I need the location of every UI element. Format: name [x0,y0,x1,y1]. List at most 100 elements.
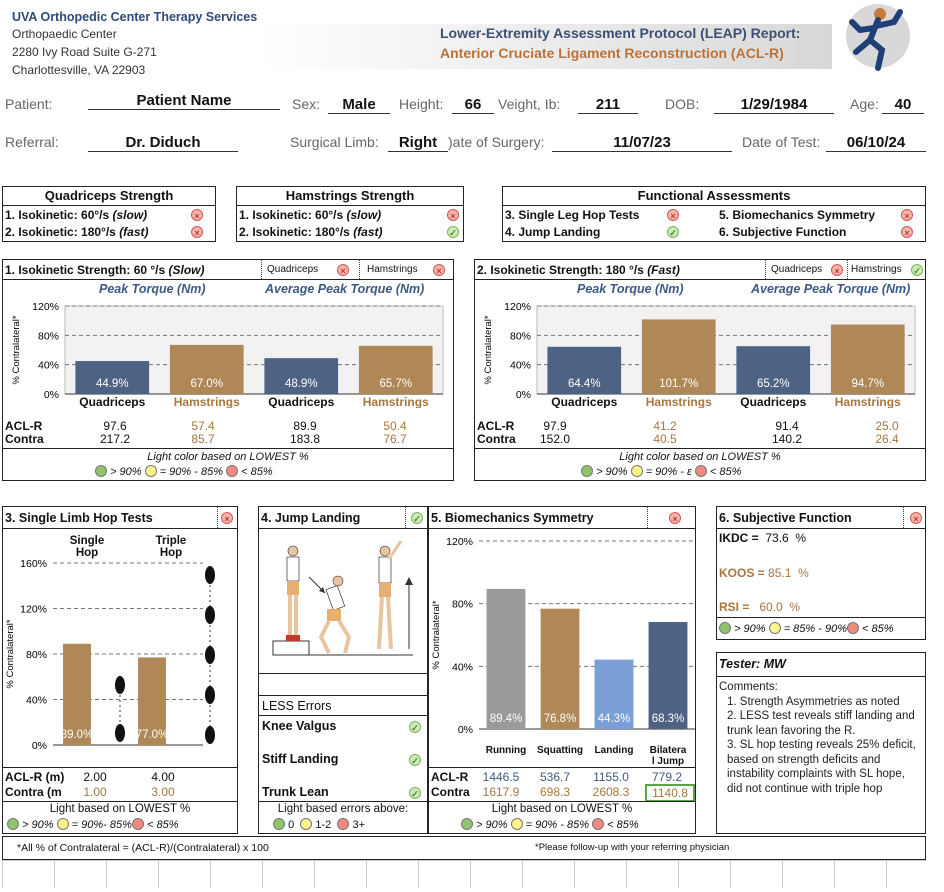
iso180-speed: (Fast) [647,263,680,277]
footer-note-right: *Please follow-up with your referring ph… [535,842,730,853]
subj-legend-3: < 85% [862,623,894,635]
category-label: Bilatera [650,745,687,756]
bar [547,346,622,394]
hop-legend-1: > 90% [22,819,54,831]
bar [264,358,339,394]
fail-icon: × [337,264,349,276]
hop-title: 3. Single Limb Hop Tests [5,511,153,525]
red-light-icon [694,465,707,477]
hop-legend-2: = 90%- 85% [71,819,132,831]
report-subtitle: Anterior Cruciate Ligament Reconstructio… [440,45,784,61]
jump-title: 4. Jump Landing [261,511,361,525]
pass-icon: ✓ [667,226,679,238]
bar [594,659,634,729]
quad-row1-speed: (slow) [112,208,148,222]
iso60-acl-2: 57.4 [191,419,215,433]
iso60-acl-label: ACL-R [5,419,43,433]
bar [358,345,433,394]
hop-acl-label: ACL-R (m) [5,770,65,784]
green-light-icon [461,818,473,830]
category-label: Quadriceps [551,395,617,408]
green-light-icon [7,818,19,830]
patient-label: Patient: [5,96,53,112]
pass-icon: ✓ [409,787,421,799]
bar [648,621,688,729]
green-light-icon [719,622,731,634]
iso180-legend-title: Light color based on LOWEST % [619,451,781,463]
hop-legend-title: Light based on LOWEST % [49,803,191,815]
y-tick-label: 160% [20,558,47,570]
iso180-tag-ham: Hamstrings [851,264,902,275]
category-label: Hamstrings [363,395,429,408]
red-light-icon [592,818,605,830]
fail-icon: × [831,264,843,276]
iso60-legend-2: = 90% - 85% [159,466,223,478]
hop-col2: Triple Hop [155,535,187,559]
y-tick-label: 120% [504,301,531,313]
dob-value: 1/29/1984 [714,96,834,114]
bar [486,588,526,729]
height-label: Height: [399,96,444,112]
org-name: UVA Orthopedic Center Therapy Services [12,10,258,24]
y-tick-label: 80% [510,330,531,342]
fail-icon: × [191,209,203,221]
iso180-contra-4: 26.4 [875,432,899,446]
ikdc-value: 73.6 [765,531,789,545]
ham-summary: Hamstrings Strength 1. Isokinetic: 60°/s… [236,186,464,242]
subj-title: 6. Subjective Function [719,511,852,525]
iso180-title: 2. Isokinetic Strength: 180 °/s [477,263,648,277]
quad-row2-speed: (fast) [119,225,149,239]
iso60-legend-3: < 85% [241,466,273,478]
referral-label: Referral: [5,134,59,150]
iso60-tag-ham: Hamstrings [367,264,418,275]
iso60-tag-quad: Quadriceps [267,264,319,275]
pass-icon: ✓ [409,721,421,733]
iso180-acl-3: 91.4 [775,419,799,433]
bar [830,324,905,394]
jump-legend-3: 3+ [352,819,366,831]
ham-summary-title: Hamstrings Strength [237,187,463,206]
category-label: Squatting [537,745,583,756]
iso60-acl-1: 97.6 [103,419,127,433]
less-stiff-landing: Stiff Landing [262,752,339,766]
bio-contra-2: 698.3 [539,785,571,799]
yellow-light-icon [300,818,313,830]
ham-row1: 1. Isokinetic: 60°/s [239,208,347,222]
patient-name: Patient Name [88,92,280,110]
age-value: 40 [882,96,924,114]
fail-icon: × [910,512,922,524]
green-light-icon [95,465,107,477]
bio-legend-1: > 90% [476,819,508,831]
func-jump: 4. Jump Landing [505,225,601,239]
fail-icon: × [669,512,681,524]
less-trunk-lean: Trunk Lean [262,785,329,799]
bar [736,346,811,394]
rsi-label: RSI = [719,600,750,614]
iso60-contra-2: 85.7 [191,432,215,446]
iso180-legend-1: > 90% [596,466,628,478]
y-axis-label: % Contralateral* [5,619,16,688]
iso180-chart: 0% 40% 80% 120% % Contralateral* 64.4% Quadric… [483,301,916,408]
less-errors-title: LESS Errors [262,699,332,713]
org-line1: Orthopaedic Center [12,27,117,41]
y-tick-label: 120% [20,604,47,616]
fail-icon: × [901,209,913,221]
iso180-legend-3: < 85% [709,466,742,478]
bio-panel: 5. Biomechanics Symmetry × 0% 40% 80% 120%%… [428,506,696,834]
jump-legend-title: Light based errors above: [277,803,409,815]
bar-value-label: 64.4% [568,378,601,390]
yellow-light-icon [768,622,781,634]
y-tick-label: 40% [452,661,473,673]
func-subj: 6. Subjective Function [719,225,847,239]
bar-value-label: 65.2% [757,378,790,390]
red-light-icon [337,818,350,830]
iso60-contra-label: Contra [5,432,44,446]
fail-icon: × [667,209,679,221]
ikdc-unit: % [795,531,807,545]
sex-label: Sex: [292,96,321,112]
runner-logo [846,4,910,71]
footprint-icon [205,566,215,584]
red-light-icon [846,622,859,634]
subj-legend-1: > 90% [734,623,766,635]
hop-acl-2: 4.00 [151,770,175,784]
